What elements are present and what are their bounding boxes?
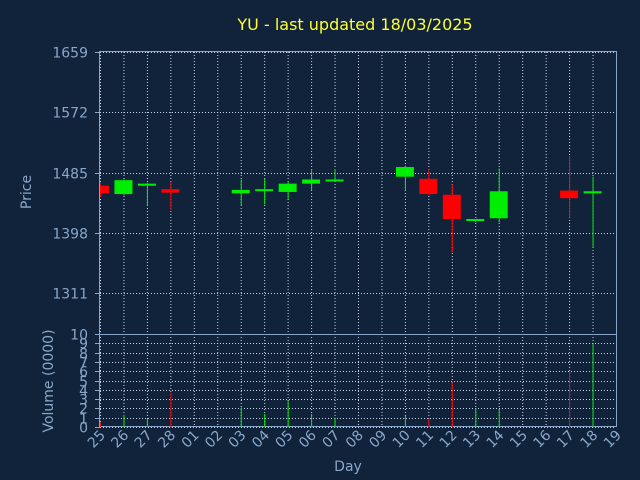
volume-grid bbox=[95, 334, 617, 428]
x-tick-label: 26 bbox=[108, 427, 132, 451]
x-tick-label: 10 bbox=[390, 428, 414, 452]
x-tick-label: 02 bbox=[202, 428, 226, 452]
volume-tick-label: 10 bbox=[70, 328, 88, 344]
volume-tick-label: 0 bbox=[79, 421, 88, 437]
candle-body bbox=[583, 191, 602, 194]
x-tick-label: 08 bbox=[343, 428, 367, 452]
candle-body bbox=[395, 167, 414, 177]
candle-body bbox=[466, 218, 485, 221]
x-tick-label: 28 bbox=[155, 428, 179, 452]
candles bbox=[100, 155, 602, 253]
volume-tick-label: 1 bbox=[79, 412, 88, 428]
candle-body bbox=[137, 183, 156, 186]
volume-tick-label: 6 bbox=[79, 365, 88, 381]
x-tick-label: 14 bbox=[484, 427, 508, 451]
x-tick-label: 19 bbox=[601, 428, 625, 452]
candle-body bbox=[419, 178, 438, 195]
price-axis-label: Price bbox=[19, 175, 35, 209]
volume-tick-label: 5 bbox=[79, 375, 88, 391]
x-tick-label: 11 bbox=[413, 428, 437, 452]
x-tick-label: 17 bbox=[554, 428, 578, 452]
candle-body bbox=[325, 179, 344, 182]
candle-body bbox=[161, 189, 180, 193]
candle-body bbox=[302, 179, 321, 184]
price-tick-label: 1311 bbox=[52, 287, 88, 303]
x-tick-label: 16 bbox=[531, 427, 555, 451]
price-tick-label: 1659 bbox=[52, 46, 88, 62]
x-tick-label: 27 bbox=[132, 428, 156, 452]
candle-body bbox=[114, 180, 133, 195]
price-grid bbox=[95, 52, 617, 334]
x-tick-label: 04 bbox=[249, 427, 273, 451]
x-tick-label: 06 bbox=[296, 427, 320, 451]
volume-tick-label: 7 bbox=[79, 356, 88, 372]
x-tick-label: 12 bbox=[437, 428, 461, 452]
x-tick-label: 07 bbox=[319, 428, 343, 452]
price-tick-label: 1572 bbox=[52, 106, 88, 122]
candle-body bbox=[255, 189, 274, 192]
candle-body bbox=[278, 183, 297, 192]
x-axis-label: Day bbox=[334, 459, 362, 475]
x-tick-label: 25 bbox=[85, 428, 109, 452]
volume-tick-label: 8 bbox=[79, 347, 88, 363]
candle-body bbox=[231, 189, 250, 194]
price-tick-labels: 1311 1398 1485 1572 1659 bbox=[52, 46, 88, 303]
volume-tick-label: 4 bbox=[79, 384, 88, 400]
candle-body bbox=[489, 191, 508, 219]
x-tick-label: 15 bbox=[507, 428, 531, 452]
candle-body bbox=[442, 194, 461, 219]
x-tick-label: 13 bbox=[460, 428, 484, 452]
x-tick-label: 18 bbox=[577, 428, 601, 452]
volume-axis-label: Volume (0000) bbox=[41, 329, 57, 432]
candle-body bbox=[100, 185, 109, 194]
volume-panel-frame bbox=[99, 334, 617, 427]
candle-body bbox=[560, 190, 579, 199]
x-tick-label: 03 bbox=[226, 428, 250, 452]
price-tick-label: 1398 bbox=[52, 227, 88, 243]
volume-tick-label: 3 bbox=[79, 393, 88, 409]
x-tick-labels: 25 26 27 28 01 02 03 04 05 06 07 08 09 10 11 12 13 14 15 16… bbox=[85, 427, 625, 451]
x-tick-label: 01 bbox=[179, 428, 203, 452]
chart-title: YU - last updated 18/03/2025 bbox=[236, 15, 472, 34]
x-tick-label: 09 bbox=[366, 428, 390, 452]
price-tick-label: 1485 bbox=[52, 167, 88, 183]
x-tick-label: 05 bbox=[273, 428, 297, 452]
volume-tick-label: 2 bbox=[79, 402, 88, 418]
volume-bars bbox=[100, 343, 594, 427]
volume-tick-label: 9 bbox=[79, 337, 88, 353]
